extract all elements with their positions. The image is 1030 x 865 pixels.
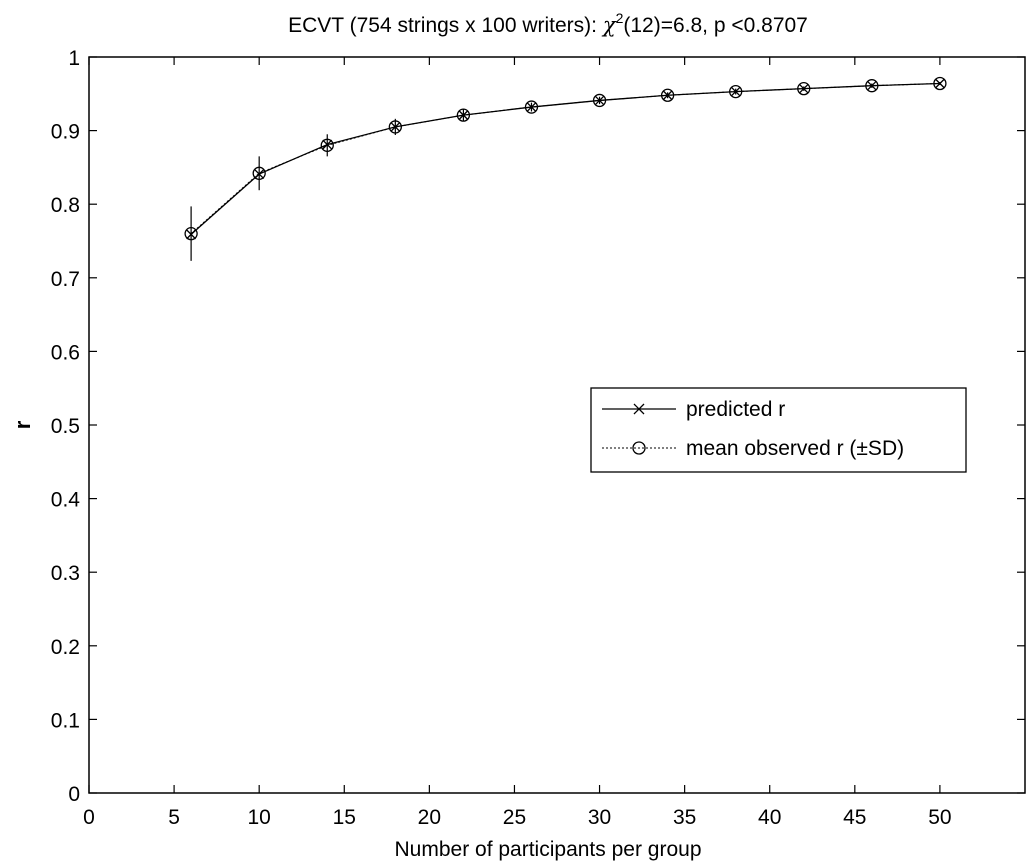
x-tick-label: 35 (673, 806, 696, 829)
predicted-point (458, 110, 469, 121)
legend-marker-x (633, 403, 645, 415)
observed-point (933, 76, 947, 91)
predicted-point-stroke (934, 78, 945, 89)
x-tick-label: 0 (83, 806, 95, 829)
y-tick-label: 1 (68, 47, 80, 70)
x-tick-label: 10 (248, 806, 271, 829)
observed-point (729, 84, 743, 99)
legend-box (590, 387, 967, 473)
predicted-point (594, 95, 605, 106)
predicted-point-stroke (594, 95, 605, 106)
predicted-point-stroke (730, 86, 741, 97)
x-axis: 0 5 10 15 20 25 30 35 40 45 50 (83, 57, 952, 829)
y-tick-label: 0.3 (51, 562, 80, 585)
legend: predicted r mean observed r (±SD) (590, 387, 967, 473)
y-tick-label: 0.9 (51, 121, 80, 144)
predicted-point (934, 78, 945, 89)
predicted-point (662, 90, 673, 101)
series-predicted-line (190, 82, 940, 235)
x-tick-label: 15 (333, 806, 356, 829)
observed-point (456, 108, 471, 122)
y-axis: 0 0.1 0.2 0.3 0.4 0.5 0.6 0.7 0.8 0.9 1 (51, 47, 1025, 806)
observed-point (865, 79, 879, 93)
predicted-point (798, 83, 809, 94)
observed-point (592, 93, 607, 108)
predicted-point-stroke (390, 121, 401, 132)
observed-point (320, 138, 334, 152)
predicted-point-stroke (254, 169, 265, 179)
y-tick-label: 0.5 (51, 415, 80, 438)
predicted-point (866, 80, 877, 91)
observed-point (660, 88, 675, 102)
predicted-point (730, 86, 741, 97)
predicted-point (390, 121, 401, 132)
series-observed-line (190, 82, 940, 235)
legend-label-predicted: predicted r (686, 398, 785, 421)
x-tick-label: 5 (168, 806, 180, 829)
observed-point (388, 120, 402, 134)
x-tick-label: 25 (503, 806, 526, 829)
chart-title-suffix: (12)=6.8, p <0.8707 (623, 14, 807, 37)
chart-title: ECVT (754 strings x 100 writers): χ2(12)… (288, 10, 808, 37)
chart-title-superscript: 2 (616, 10, 624, 26)
x-tick-label: 50 (928, 806, 951, 829)
y-tick-label: 0.1 (51, 709, 80, 732)
chart-title-prefix: ECVT (754 strings x 100 writers): (288, 14, 603, 37)
x-tick-label: 20 (418, 806, 441, 829)
predicted-point (254, 169, 265, 179)
chart-title-chi: χ (601, 13, 617, 37)
predicted-point (322, 139, 333, 150)
observed-point (184, 226, 198, 241)
x-tick-label: 45 (843, 806, 866, 829)
observed-point (524, 100, 539, 114)
observed-point (252, 166, 266, 180)
legend-label-observed: mean observed r (±SD) (686, 437, 904, 460)
y-tick-label: 0.8 (51, 194, 80, 217)
x-axis-label: Number of participants per group (395, 838, 702, 861)
observed-point (797, 81, 811, 96)
y-tick-label: 0 (68, 783, 80, 806)
x-tick-label: 30 (588, 806, 611, 829)
y-tick-label: 0.6 (51, 341, 80, 364)
y-tick-label: 0.2 (51, 636, 80, 659)
predicted-point-stroke (866, 80, 877, 91)
legend-marker-circle (632, 441, 646, 455)
series-layer (184, 76, 947, 261)
y-tick-label: 0.4 (51, 489, 81, 512)
predicted-point-stroke (662, 90, 673, 101)
predicted-point-stroke (322, 139, 333, 150)
predicted-point-stroke (798, 83, 809, 94)
x-tick-label: 40 (758, 806, 781, 829)
predicted-point (526, 102, 537, 113)
y-tick-label: 0.7 (51, 268, 80, 291)
predicted-point-stroke (526, 102, 537, 113)
predicted-point-stroke (186, 229, 197, 240)
y-axis-label: r (10, 420, 35, 429)
predicted-point (186, 229, 197, 240)
predicted-point-stroke (458, 110, 469, 121)
